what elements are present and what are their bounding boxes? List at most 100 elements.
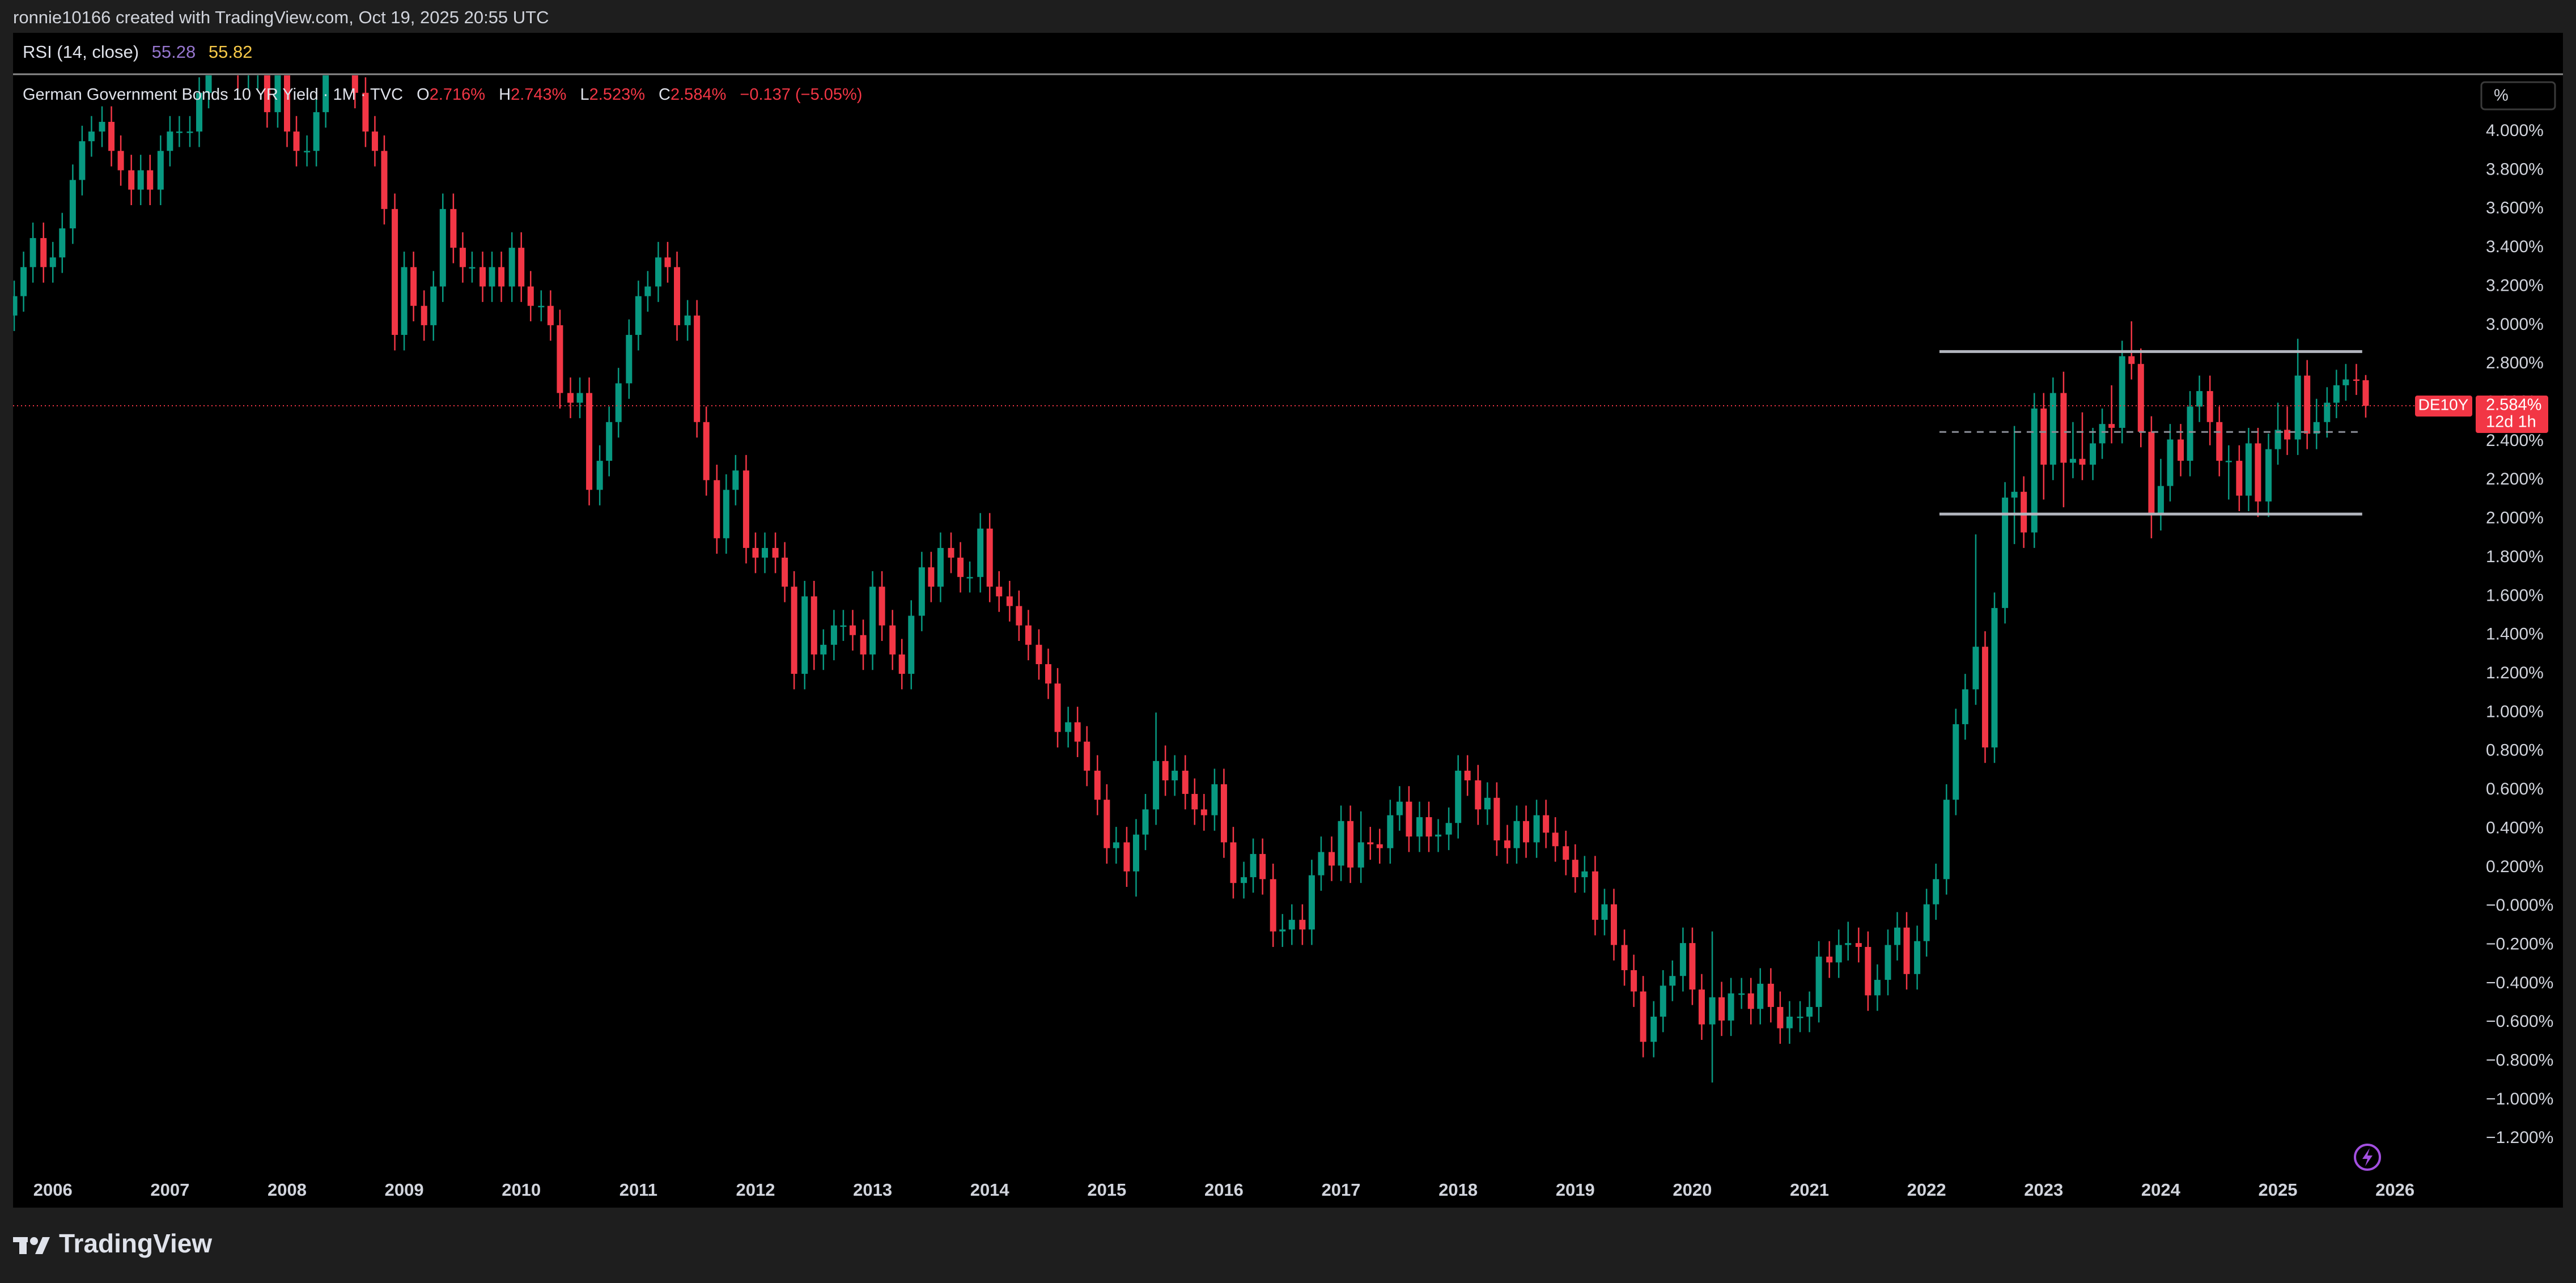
- price-label-box: [2476, 396, 2548, 434]
- candle-body: [128, 170, 135, 190]
- candle-body: [538, 305, 545, 308]
- candle-body: [986, 528, 993, 587]
- candle-body: [1660, 985, 1666, 1017]
- candle-body: [1543, 815, 1550, 833]
- candle-body: [2324, 402, 2331, 422]
- candle-body: [401, 267, 408, 335]
- candle-body: [1045, 664, 1052, 684]
- candle-body: [840, 625, 847, 627]
- y-tick-label: 3.400%: [2486, 237, 2544, 256]
- candle-body: [1475, 780, 1482, 810]
- legend-change: −0.137 (−5.05%): [740, 86, 862, 104]
- candle-body: [1943, 800, 1950, 880]
- candle-body: [2060, 393, 2067, 463]
- x-tick-label: 2016: [1204, 1180, 1244, 1200]
- scale-button[interactable]: [2480, 81, 2556, 111]
- candle-body: [2040, 408, 2047, 465]
- candle-body: [1747, 993, 1754, 1009]
- candle-body: [1299, 920, 1306, 930]
- candle-body: [421, 305, 427, 325]
- candle-body: [1894, 927, 1901, 945]
- candle-body: [1338, 821, 1344, 866]
- scale-button-label[interactable]: %: [2494, 87, 2509, 105]
- candle-body: [2137, 364, 2144, 432]
- candle-body: [1563, 846, 1569, 860]
- candle-body: [1416, 817, 1423, 837]
- candle-body: [2021, 491, 2027, 533]
- candle-body: [606, 422, 613, 461]
- candle-body: [948, 547, 954, 558]
- candle-body: [782, 558, 788, 587]
- candle-body: [1923, 904, 1930, 941]
- candle-body: [547, 305, 554, 325]
- candle-body: [1104, 800, 1110, 848]
- candle-body: [791, 587, 797, 674]
- candle-body: [489, 267, 495, 287]
- candle-body: [479, 267, 486, 287]
- candle-body: [626, 334, 633, 384]
- candle-body: [684, 315, 691, 325]
- x-tick-label: 2010: [502, 1180, 541, 1200]
- candle-body: [1006, 596, 1013, 606]
- candle-body: [1885, 945, 1891, 980]
- countdown-label: 12d 1h: [2486, 413, 2536, 431]
- candle-body: [381, 151, 388, 209]
- candle-body: [1191, 793, 1198, 810]
- candle-body: [322, 75, 329, 112]
- candle-body: [13, 296, 18, 316]
- candle-body: [1650, 1017, 1657, 1042]
- candle-body: [1211, 784, 1218, 815]
- legend-value: 2.523%: [589, 86, 645, 104]
- candle-body: [1991, 607, 1998, 747]
- candle-body: [2119, 356, 2125, 428]
- candle-body: [2196, 391, 2203, 407]
- candle-body: [714, 480, 720, 538]
- y-tick-label: −0.400%: [2486, 974, 2553, 992]
- header-text: ronnie10166 created with TradingView.com…: [13, 7, 549, 27]
- candle-body: [977, 528, 984, 577]
- candle-body: [703, 422, 710, 481]
- candle-body: [1142, 809, 1149, 835]
- x-tick-label: 2020: [1673, 1180, 1712, 1200]
- x-tick-label: 2009: [385, 1180, 424, 1200]
- candle-body: [2108, 424, 2115, 428]
- x-tick-label: 2025: [2259, 1180, 2298, 1200]
- candle-body: [1981, 647, 1988, 747]
- candle-body: [1230, 842, 1237, 883]
- candle-body: [1504, 840, 1510, 848]
- candle-body: [2049, 393, 2056, 465]
- y-tick-label: 1.400%: [2486, 625, 2544, 644]
- candle-body: [1172, 770, 1178, 781]
- candle-body: [1241, 877, 1247, 883]
- candle-body: [889, 625, 896, 655]
- candle-body: [1855, 943, 1862, 947]
- candle-body: [2031, 408, 2038, 533]
- candle-body: [644, 286, 651, 296]
- candle-body: [2099, 424, 2106, 444]
- candle-body: [1308, 875, 1315, 930]
- candle-body: [1581, 871, 1588, 877]
- rsi-ma-value: 55.82: [209, 42, 253, 62]
- lightning-icon[interactable]: [2354, 1144, 2381, 1171]
- candle-body: [1464, 770, 1471, 781]
- candle-body: [1329, 852, 1335, 866]
- chart-title: German Government Bonds 10 YR Yield · 1M…: [23, 86, 403, 104]
- candle-body: [820, 644, 827, 655]
- candle-body: [2011, 491, 2018, 498]
- candle-body: [1162, 761, 1169, 781]
- symbol-label: DE10Y: [2418, 396, 2469, 413]
- x-tick-label: 2008: [268, 1180, 307, 1200]
- y-tick-label: 2.800%: [2486, 354, 2544, 372]
- candle-body: [264, 75, 270, 112]
- candle-body: [108, 122, 115, 151]
- candle-body: [557, 325, 563, 393]
- candle-body: [2157, 486, 2164, 515]
- x-tick-label: 2014: [970, 1180, 1010, 1200]
- candle-body: [430, 286, 437, 325]
- candle-body: [567, 393, 574, 403]
- candle-body: [937, 547, 944, 587]
- candle-body: [1601, 904, 1608, 920]
- candle-body: [996, 587, 1003, 597]
